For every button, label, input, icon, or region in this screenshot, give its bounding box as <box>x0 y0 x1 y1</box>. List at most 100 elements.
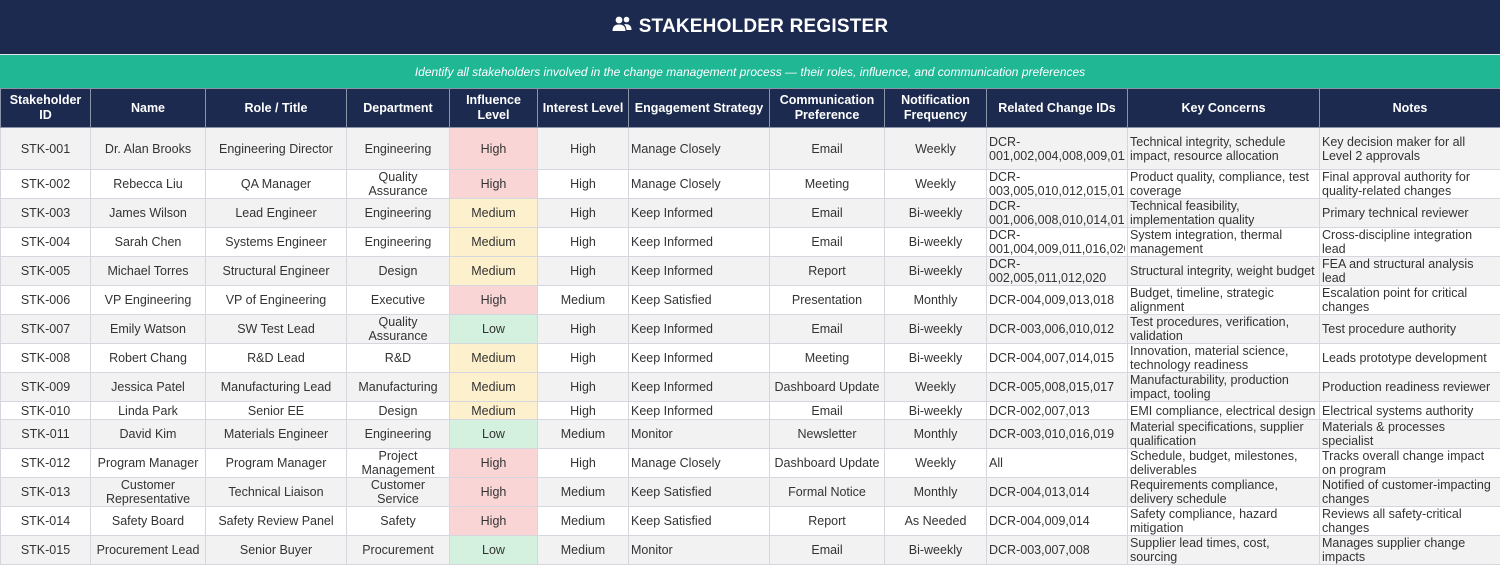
cell-engagement-strategy: Keep Informed <box>629 199 770 228</box>
column-header-notes[interactable]: Notes <box>1320 89 1500 128</box>
cell-role-title: Manufacturing Lead <box>206 373 347 402</box>
cell-name: Program Manager <box>91 449 206 478</box>
cell-name: Emily Watson <box>91 315 206 344</box>
cell-engagement-strategy: Monitor <box>629 536 770 565</box>
cell-stakeholder-id: STK-011 <box>1 420 91 449</box>
cell-key-concerns: Schedule, budget, milestones, deliverabl… <box>1128 449 1320 478</box>
cell-interest-level: Medium <box>538 478 629 507</box>
cell-related-change-ids: DCR-004,013,014 <box>987 478 1128 507</box>
cell-name: Procurement Lead <box>91 536 206 565</box>
cell-related-change-ids: DCR-001,002,004,008,009,011,020 <box>987 128 1128 170</box>
cell-communication-preference: Dashboard Update <box>770 449 885 478</box>
column-header-communication-preference[interactable]: Communication Preference <box>770 89 885 128</box>
cell-department: Safety <box>347 507 450 536</box>
cell-engagement-strategy: Manage Closely <box>629 128 770 170</box>
cell-role-title: Lead Engineer <box>206 199 347 228</box>
cell-stakeholder-id: STK-006 <box>1 286 91 315</box>
cell-name: Sarah Chen <box>91 228 206 257</box>
cell-notes: Tracks overall change impact on program <box>1320 449 1500 478</box>
cell-engagement-strategy: Keep Informed <box>629 315 770 344</box>
cell-engagement-strategy: Manage Closely <box>629 449 770 478</box>
cell-key-concerns: Manufacturability, production impact, to… <box>1128 373 1320 402</box>
cell-department: Engineering <box>347 228 450 257</box>
cell-key-concerns: Budget, timeline, strategic alignment <box>1128 286 1320 315</box>
cell-interest-level: Medium <box>538 420 629 449</box>
cell-related-change-ids: DCR-002,005,011,012,020 <box>987 257 1128 286</box>
cell-department: Design <box>347 257 450 286</box>
cell-engagement-strategy: Keep Informed <box>629 402 770 420</box>
cell-engagement-strategy: Keep Informed <box>629 257 770 286</box>
cell-department: Engineering <box>347 199 450 228</box>
column-header-department[interactable]: Department <box>347 89 450 128</box>
cell-interest-level: High <box>538 402 629 420</box>
cell-interest-level: High <box>538 128 629 170</box>
cell-stakeholder-id: STK-010 <box>1 402 91 420</box>
cell-key-concerns: Innovation, material science, technology… <box>1128 344 1320 373</box>
cell-role-title: R&D Lead <box>206 344 347 373</box>
cell-notification-frequency: Bi-weekly <box>885 228 987 257</box>
column-header-notification-frequency[interactable]: Notification Frequency <box>885 89 987 128</box>
cell-role-title: Engineering Director <box>206 128 347 170</box>
cell-influence-level: Low <box>450 420 538 449</box>
cell-communication-preference: Email <box>770 315 885 344</box>
cell-stakeholder-id: STK-005 <box>1 257 91 286</box>
cell-stakeholder-id: STK-004 <box>1 228 91 257</box>
cell-notification-frequency: Bi-weekly <box>885 257 987 286</box>
cell-influence-level: High <box>450 507 538 536</box>
cell-role-title: Safety Review Panel <box>206 507 347 536</box>
cell-influence-level: Medium <box>450 373 538 402</box>
cell-notes: Reviews all safety-critical changes <box>1320 507 1500 536</box>
cell-communication-preference: Dashboard Update <box>770 373 885 402</box>
cell-name: David Kim <box>91 420 206 449</box>
cell-name: VP Engineering <box>91 286 206 315</box>
column-header-role-title[interactable]: Role / Title <box>206 89 347 128</box>
cell-interest-level: High <box>538 344 629 373</box>
column-header-name[interactable]: Name <box>91 89 206 128</box>
cell-notification-frequency: Bi-weekly <box>885 199 987 228</box>
cell-influence-level: Medium <box>450 228 538 257</box>
cell-interest-level: High <box>538 170 629 199</box>
cell-stakeholder-id: STK-003 <box>1 199 91 228</box>
cell-notes: Leads prototype development <box>1320 344 1500 373</box>
cell-name: James Wilson <box>91 199 206 228</box>
column-header-influence-level[interactable]: Influence Level <box>450 89 538 128</box>
column-header-key-concerns[interactable]: Key Concerns <box>1128 89 1320 128</box>
cell-communication-preference: Formal Notice <box>770 478 885 507</box>
cell-notes: Materials & processes specialist <box>1320 420 1500 449</box>
cell-interest-level: Medium <box>538 507 629 536</box>
cell-key-concerns: Structural integrity, weight budget <box>1128 257 1320 286</box>
cell-key-concerns: EMI compliance, electrical design <box>1128 402 1320 420</box>
cell-communication-preference: Meeting <box>770 170 885 199</box>
cell-department: Procurement <box>347 536 450 565</box>
cell-influence-level: Medium <box>450 199 538 228</box>
cell-related-change-ids: DCR-003,007,008 <box>987 536 1128 565</box>
column-header-stakeholder-id[interactable]: Stakeholder ID <box>1 89 91 128</box>
cell-role-title: Materials Engineer <box>206 420 347 449</box>
column-header-related-change-ids[interactable]: Related Change IDs <box>987 89 1128 128</box>
cell-role-title: Systems Engineer <box>206 228 347 257</box>
cell-department: Engineering <box>347 420 450 449</box>
cell-engagement-strategy: Monitor <box>629 420 770 449</box>
column-header-engagement-strategy[interactable]: Engagement Strategy <box>629 89 770 128</box>
cell-notes: Production readiness reviewer <box>1320 373 1500 402</box>
cell-interest-level: High <box>538 228 629 257</box>
cell-stakeholder-id: STK-007 <box>1 315 91 344</box>
column-header-interest-level[interactable]: Interest Level <box>538 89 629 128</box>
cell-role-title: QA Manager <box>206 170 347 199</box>
